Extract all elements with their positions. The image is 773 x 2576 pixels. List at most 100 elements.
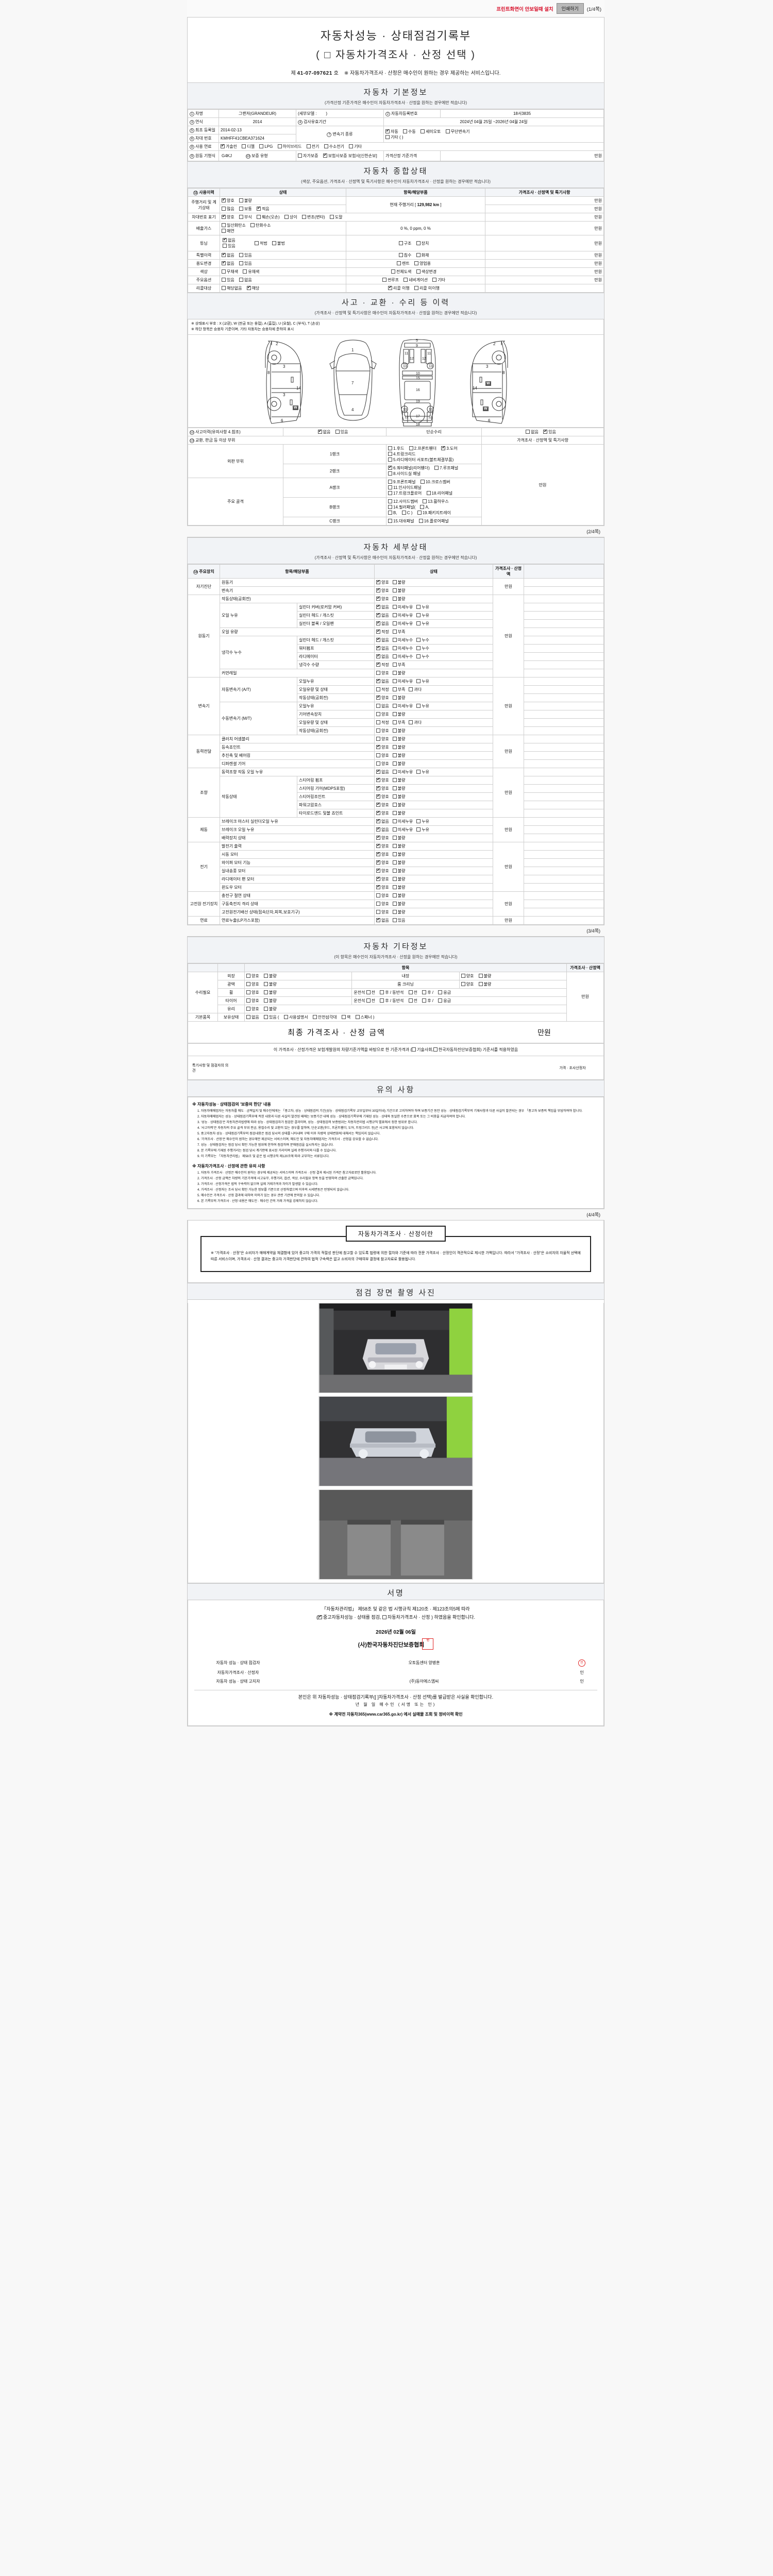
detail-memo[interactable] xyxy=(524,652,604,661)
vin-good[interactable]: 양호 xyxy=(222,214,234,220)
detail-memo[interactable] xyxy=(524,891,604,900)
checkbox-icon[interactable] xyxy=(376,793,380,799)
part-front-fender[interactable]: 2.프론트휀더 xyxy=(409,446,436,451)
checkbox-icon[interactable] xyxy=(376,596,380,601)
checkbox-icon[interactable] xyxy=(376,612,380,617)
checkbox-icon[interactable] xyxy=(392,852,397,856)
checkbox-icon[interactable] xyxy=(242,144,246,148)
checkbox-icon[interactable] xyxy=(392,671,397,675)
checkbox-icon[interactable] xyxy=(222,229,226,233)
color-achromatic[interactable]: 무채색 xyxy=(222,269,238,275)
state-option[interactable]: 불량 xyxy=(392,786,405,791)
checkbox-icon[interactable] xyxy=(246,990,250,994)
checkbox-icon[interactable] xyxy=(416,638,421,642)
checkbox-icon[interactable] xyxy=(376,678,380,683)
state-option[interactable]: 양호 xyxy=(376,744,389,750)
checkbox-icon[interactable] xyxy=(243,269,247,274)
state-option[interactable]: 없음 xyxy=(376,678,389,684)
checkbox-icon[interactable] xyxy=(409,720,413,724)
state-option[interactable]: 불량 xyxy=(392,794,405,800)
checkbox-icon[interactable] xyxy=(402,129,407,133)
recall-applicable[interactable]: 해당 xyxy=(246,285,259,291)
checkbox-icon[interactable] xyxy=(392,918,397,922)
checkbox-icon[interactable] xyxy=(388,457,392,462)
checkbox-icon[interactable] xyxy=(283,1015,288,1019)
checkbox-icon[interactable] xyxy=(376,902,380,906)
checkbox-icon[interactable] xyxy=(246,285,251,290)
state-option[interactable]: 양호 xyxy=(376,859,389,866)
wheel-spare[interactable]: 응급 xyxy=(438,990,451,995)
checkbox-icon[interactable] xyxy=(239,207,243,211)
checkbox-icon[interactable] xyxy=(392,646,397,650)
checkbox-icon[interactable] xyxy=(416,827,421,832)
checkbox-icon[interactable] xyxy=(432,278,437,282)
part-pillar-b[interactable]: B, xyxy=(388,511,397,515)
checkbox-icon[interactable] xyxy=(376,662,380,667)
state-option[interactable]: 양호 xyxy=(376,793,389,800)
hold-none[interactable]: 없음 xyxy=(246,1014,259,1020)
checkbox-icon[interactable] xyxy=(392,745,397,749)
state-option[interactable]: 없음 xyxy=(376,826,389,833)
recall-notdone[interactable]: 리콜 미이행 xyxy=(414,285,440,291)
checkbox-icon[interactable] xyxy=(376,785,380,790)
state-option[interactable]: 누유 xyxy=(416,679,429,684)
checkbox-icon[interactable] xyxy=(222,269,226,274)
checkbox-icon[interactable] xyxy=(392,902,397,906)
state-option[interactable]: 불량 xyxy=(392,893,405,899)
checkbox-icon[interactable] xyxy=(392,696,397,700)
fuel-opt-1[interactable]: 디젤 xyxy=(242,144,255,149)
checkbox-icon[interactable] xyxy=(335,430,340,434)
checkbox-icon[interactable] xyxy=(312,1015,317,1019)
state-option[interactable]: 양호 xyxy=(376,851,389,857)
checkbox-icon[interactable] xyxy=(392,811,397,815)
checkbox-icon[interactable] xyxy=(392,679,397,683)
detail-memo[interactable] xyxy=(524,660,604,669)
state-option[interactable]: 과다 xyxy=(409,687,422,692)
state-option[interactable]: 누유 xyxy=(416,621,429,626)
usechange-rent[interactable]: 렌트 xyxy=(396,261,410,266)
part-door[interactable]: 3.도어 xyxy=(441,445,458,451)
checkbox-icon[interactable] xyxy=(392,910,397,914)
detail-memo[interactable] xyxy=(524,718,604,727)
checkbox-icon[interactable] xyxy=(263,1007,268,1011)
detail-memo[interactable] xyxy=(524,603,604,612)
checkbox-icon[interactable] xyxy=(417,511,422,515)
hold-manual[interactable]: 사용설명서 xyxy=(283,1014,308,1020)
checkbox-icon[interactable] xyxy=(388,480,392,484)
checkbox-icon[interactable] xyxy=(392,877,397,881)
wheel-bad[interactable]: 불량 xyxy=(263,990,277,995)
checkbox-icon[interactable] xyxy=(329,215,334,219)
state-option[interactable]: 미세누수 xyxy=(392,646,413,651)
checkbox-icon[interactable] xyxy=(376,843,380,848)
detail-memo[interactable] xyxy=(524,858,604,867)
checkbox-icon[interactable] xyxy=(317,429,322,434)
checkbox-icon[interactable] xyxy=(414,261,418,265)
checkbox-icon[interactable] xyxy=(256,206,261,211)
state-option[interactable]: 미세누유 xyxy=(392,621,413,626)
checkbox-icon[interactable] xyxy=(239,215,243,219)
checkbox-icon[interactable] xyxy=(416,605,421,609)
checkbox-icon[interactable] xyxy=(246,974,250,978)
state-option[interactable]: 양호 xyxy=(376,587,389,594)
checkbox-icon[interactable] xyxy=(392,605,397,609)
special-notes-value[interactable] xyxy=(233,1062,543,1074)
wheel-d-rear[interactable]: 후 / 동반석 xyxy=(380,990,404,995)
simple-none[interactable]: 없음 xyxy=(526,429,539,435)
state-option[interactable]: 미세누수 xyxy=(392,637,413,643)
checkbox-icon[interactable] xyxy=(392,720,397,724)
checkbox-icon[interactable] xyxy=(376,645,380,650)
state-option[interactable]: 미세누유 xyxy=(392,819,413,824)
detail-memo[interactable] xyxy=(524,644,604,653)
detail-memo[interactable] xyxy=(524,916,604,925)
checkbox-icon[interactable] xyxy=(376,769,380,774)
checkbox-icon[interactable] xyxy=(388,485,392,489)
checkbox-icon[interactable] xyxy=(366,998,371,1003)
checkbox-icon[interactable] xyxy=(380,998,384,1003)
checkbox-icon[interactable] xyxy=(392,588,397,592)
state-option[interactable]: 미세누유 xyxy=(392,769,413,775)
state-option[interactable]: 없음 xyxy=(376,917,389,923)
vin-differ[interactable]: 상이 xyxy=(284,214,297,220)
state-option[interactable]: 불량 xyxy=(392,588,405,594)
tuning-has[interactable]: 있음 xyxy=(223,243,236,249)
checkbox-icon[interactable] xyxy=(426,491,431,495)
